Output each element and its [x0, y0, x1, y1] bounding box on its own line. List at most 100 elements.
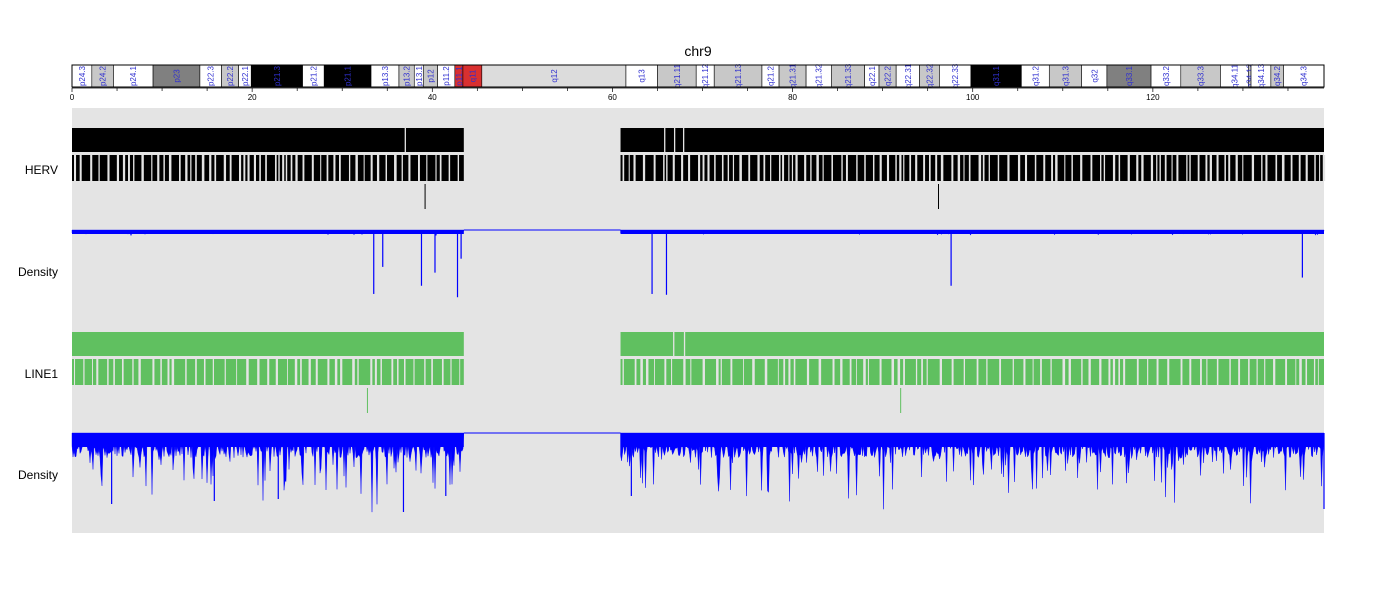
feature-row-gap [891, 359, 895, 385]
feature-row-gap [157, 155, 160, 181]
feature-row-gap [401, 155, 403, 181]
ideogram-band: q21.2 [761, 64, 780, 88]
chart-title: chr9 [684, 43, 711, 59]
feature-row-gap [355, 155, 358, 181]
feature-row-gap [320, 155, 322, 181]
feature-bar [72, 128, 464, 152]
ideogram-band: q13 [625, 64, 658, 88]
feature-gap [664, 128, 666, 152]
feature-row-gap [1216, 155, 1219, 181]
feature-row-gap [909, 155, 912, 181]
feature-row-gap [195, 359, 197, 385]
feature-row-gap [1088, 359, 1091, 385]
feature-row-gap [1100, 155, 1102, 181]
ideogram-band: p13.1 [413, 64, 424, 88]
band-label: q12 [550, 69, 559, 83]
feature-row-gap [1156, 359, 1159, 385]
feature-row-gap [1176, 155, 1179, 181]
feature-row-gap [380, 359, 382, 385]
feature-row-gap [1251, 155, 1255, 181]
feature-row-gap [935, 155, 938, 181]
ideogram-band: q33.1 [1106, 64, 1152, 88]
feature-row-gap [374, 359, 377, 385]
feature-row-gap [1023, 359, 1026, 385]
band-label: q32 [1090, 69, 1099, 83]
feature-row-gap [951, 155, 954, 181]
feature-row-gap [370, 155, 373, 181]
feature-row-gap [167, 359, 170, 385]
ideogram-band: q22.31 [895, 63, 920, 88]
ideogram-band: p24.2 [91, 64, 114, 88]
feature-row-gap [247, 155, 250, 181]
band-label: p11.1 [455, 66, 464, 86]
feature-row-gap [926, 359, 928, 385]
band-label: q21.12 [701, 63, 710, 88]
feature-row-gap [1024, 155, 1028, 181]
feature-row-gap [879, 359, 882, 385]
track-line1-2: LINE1 [25, 312, 1324, 414]
feature-row-gap [681, 155, 684, 181]
feature-row-gap [1317, 359, 1319, 385]
feature-row-gap [107, 359, 109, 385]
feature-row-gap [976, 359, 979, 385]
feature-row-gap [138, 359, 141, 385]
feature-row-gap [831, 155, 833, 181]
ideogram-band: q31.2 [1021, 64, 1050, 88]
feature-row-gap [982, 155, 985, 181]
feature-row-gap [439, 155, 442, 181]
feature-row-gap [214, 155, 217, 181]
feature-row-gap [448, 155, 451, 181]
feature-row-gap [385, 155, 388, 181]
track-density-1: Density [18, 210, 1325, 312]
ideogram-band: q22.2 [878, 64, 897, 88]
feature-row-gap [957, 155, 961, 181]
feature-row-gap [886, 155, 890, 181]
feature-row-gap [96, 359, 99, 385]
ideogram-band: q22.1 [864, 64, 880, 88]
feature-row-gap [243, 155, 246, 181]
feature-row-gap [915, 359, 918, 385]
feature-row-gap [1032, 359, 1034, 385]
feature-row-gap [690, 359, 692, 385]
ideogram-band: q21.31 [778, 63, 807, 88]
feature-row-gap [113, 359, 115, 385]
band-label: p22.1 [241, 65, 250, 86]
feature-row-gap [783, 359, 786, 385]
feature-row-gap [1112, 155, 1116, 181]
feature-row-gap [804, 155, 807, 181]
feature-row-gap [1062, 359, 1066, 385]
feature-row-gap [664, 359, 667, 385]
feature-row-gap [963, 155, 965, 181]
density-cap [72, 433, 464, 447]
feature-row-gap [1071, 155, 1073, 181]
feature-row-gap [300, 359, 302, 385]
ideogram-band: q21.12 [695, 63, 715, 88]
feature-row-gap [274, 155, 277, 181]
feature-row-gap [1068, 359, 1071, 385]
feature-row-gap [435, 155, 437, 181]
feature-row-gap [424, 359, 426, 385]
band-label: q31.1 [992, 65, 1001, 86]
band-label: q31.2 [1031, 65, 1040, 86]
feature-row-gap [1248, 359, 1250, 385]
feature-row-gap [431, 359, 433, 385]
feature-row-gap [418, 155, 420, 181]
track-panels: HERV Density LINE1 Density [18, 108, 1326, 533]
band-label: q21.11 [673, 64, 682, 88]
feature-row-gap [302, 155, 305, 181]
feature-row-gap [720, 359, 722, 385]
band-label: p24.2 [99, 65, 108, 86]
feature-row-gap [236, 359, 238, 385]
tick-label: 20 [248, 93, 257, 102]
feature-row-gap [1228, 155, 1231, 181]
feature-row-gap [757, 155, 760, 181]
band-label: p12 [426, 69, 435, 83]
feature-row-gap [1090, 155, 1093, 181]
band-label: q21.13 [734, 63, 743, 88]
feature-row-gap [168, 155, 172, 181]
feature-bar [620, 128, 1324, 152]
feature-row-gap [1305, 359, 1308, 385]
feature-row-gap [90, 155, 93, 181]
feature-row-gap [702, 155, 705, 181]
